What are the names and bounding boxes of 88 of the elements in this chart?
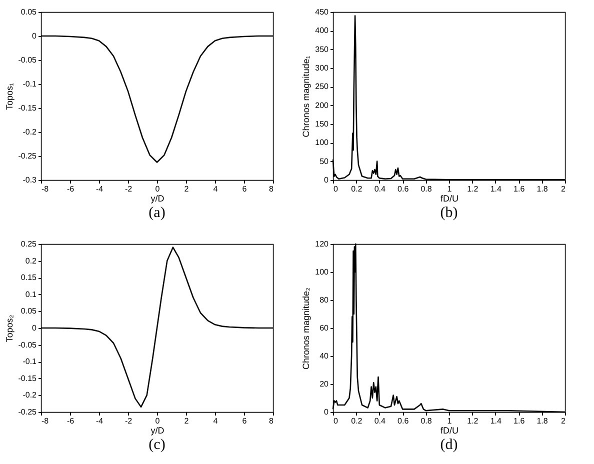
y-tick-label: -0.15 [18,104,38,112]
x-tick-label: 0.6 [398,184,410,194]
x-tick-label: 1.8 [536,416,548,426]
y-tick-label: 0 [324,176,330,184]
x-tick-label: 4 [213,416,218,426]
x-tick-label: 0.2 [351,184,363,194]
y-tick-label: 350 [315,44,330,54]
x-tick-label: -4 [96,184,104,194]
x-tick-label: 1.6 [514,184,526,194]
y-tick-label: 200 [315,100,330,110]
x-tick-label: 8 [269,184,274,194]
x-tick-label: 2 [561,184,566,194]
x-tick-label: 0.2 [351,416,363,426]
y-tick-label: 20 [320,380,330,388]
y-tick-label: 250 [315,82,330,92]
x-tick-label: 6 [242,416,248,426]
x-axis-title: fD/U [440,426,458,436]
x-tick-label: 1.6 [514,416,526,426]
y-tick-label: 0.2 [25,256,38,266]
y-tick-label: -0.2 [22,390,38,400]
x-axis-title: y/D [150,426,165,436]
y-tick-label: 0.05 [20,8,38,16]
x-tick-label: 4 [213,184,218,194]
x-tick-label: -2 [124,416,133,426]
x-tick-label: -2 [124,184,133,194]
y-tick-label: -0.3 [22,176,38,184]
x-tick-label: 0 [334,184,338,194]
y-axis-title: Chronos magnitude₁ [301,56,312,138]
y-tick-label: 400 [315,26,330,36]
x-tick-label: 0.8 [420,184,432,194]
y-tick-label: 50 [320,156,330,166]
x-tick-label: 1.8 [536,184,548,194]
y-tick-label: -0.15 [18,374,38,383]
y-tick-label: 0 [32,324,38,332]
y-tick-label: -0.2 [22,128,38,136]
x-tick-label: -8 [42,416,50,426]
y-axis-title: Topos₂ [4,314,14,342]
x-tick-label: 2 [184,416,190,426]
y-tick-label: -0.05 [18,340,38,350]
x-tick-label: -4 [96,416,104,426]
y-tick-label: -0.25 [18,152,38,160]
y-tick-label: 0.15 [20,273,38,282]
text: (d) [440,437,458,453]
y-axis-title: Chronos magnitude₂ [301,286,312,370]
x-tick-label: 0 [155,184,160,194]
y-tick-label: 300 [315,64,330,72]
y-tick-label: 80 [320,296,330,304]
y-tick-label: 100 [315,268,330,276]
x-tick-label: 1 [447,416,452,426]
x-tick-label: 0 [334,416,338,426]
y-tick-label: 0.25 [20,240,38,248]
y-tick-label: 100 [315,138,330,148]
text: (a) [148,205,166,221]
x-tick-label: -6 [66,184,75,194]
x-tick-label: -6 [66,416,75,426]
y-axis-title: Topos₁ [4,82,14,110]
text: (b) [440,205,458,221]
x-tick-label: 8 [269,416,274,426]
y-tick-label: -0.25 [18,408,38,416]
y-tick-label: -0.1 [22,357,38,366]
x-tick-label: 0 [155,416,160,426]
x-tick-label: 0.6 [398,416,410,426]
y-tick-label: -0.05 [18,56,38,64]
x-tick-label: 0.4 [374,416,386,426]
x-tick-label: 1.4 [490,184,502,194]
y-tick-label: 150 [315,120,330,128]
x-tick-label: 2 [184,184,190,194]
x-axis-title: fD/U [440,194,458,204]
x-tick-label: 1.2 [467,184,479,194]
y-tick-label: 0 [32,32,38,40]
x-tick-label: -8 [42,184,50,194]
x-tick-label: 1 [447,184,452,194]
text: (c) [148,437,166,453]
y-tick-label: 0.05 [20,306,38,316]
y-tick-label: 40 [320,352,330,360]
x-tick-label: 2 [561,416,566,426]
y-tick-label: 450 [315,8,330,16]
x-tick-label: 6 [242,184,248,194]
y-tick-label: 120 [315,240,330,248]
x-axis-title: y/D [150,194,165,204]
y-tick-label: 0.1 [25,290,38,299]
y-tick-label: 0 [324,408,330,416]
x-tick-label: 1.2 [467,416,479,426]
x-tick-label: 1.4 [490,416,502,426]
x-tick-label: 0.8 [420,416,432,426]
y-tick-label: -0.1 [22,80,38,88]
x-tick-label: 0.4 [374,184,386,194]
y-tick-label: 60 [320,324,330,332]
